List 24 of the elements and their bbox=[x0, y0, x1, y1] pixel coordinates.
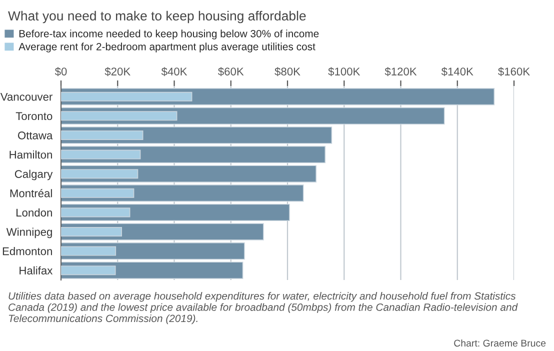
y-tick-label: Toronto bbox=[16, 112, 52, 120]
chart-title: What you need to make to keep housing affordable bbox=[8, 10, 306, 24]
y-tick-label: Edmonton bbox=[2, 247, 52, 256]
y-tick-label: Winnipeg bbox=[6, 228, 52, 238]
y-tick-label: London bbox=[16, 208, 52, 217]
x-tick-label: $160K bbox=[498, 67, 530, 76]
text: Chart: Graeme Bruce bbox=[454, 339, 546, 347]
x-tick-label: $60K bbox=[218, 67, 244, 76]
y-tick-label: Vancouver bbox=[0, 93, 52, 101]
x-tick-label: $100K bbox=[328, 67, 360, 76]
y-tick-label: Halifax bbox=[20, 266, 53, 274]
y-tick-label: Ottawa bbox=[18, 131, 53, 140]
legend-label: Average rent for 2-bedroom apartment plus average utilities cost bbox=[18, 42, 316, 52]
x-tick-label: $120K bbox=[384, 67, 417, 76]
x-tick-label: $80K bbox=[274, 67, 300, 76]
x-tick-label: $20K bbox=[104, 67, 130, 76]
y-tick-label: Montréal bbox=[10, 188, 52, 198]
text: Utilities data based on average household expenditures for water, electricity and household fuel from Statistics Canada (2019) and the lowest price available for broadband (50mbps) from the Canadian Radio-television and Telecommunications Commission (2019). bbox=[8, 292, 518, 324]
x-tick-label: $0 bbox=[54, 67, 67, 76]
legend-label: Before-tax income needed to keep housing below 30% of income bbox=[19, 30, 319, 40]
x-tick-label: $40K bbox=[161, 67, 188, 76]
y-tick-label: Calgary bbox=[14, 170, 53, 180]
y-tick-label: Hamilton bbox=[10, 150, 52, 159]
x-tick-label: $140K bbox=[441, 67, 474, 76]
